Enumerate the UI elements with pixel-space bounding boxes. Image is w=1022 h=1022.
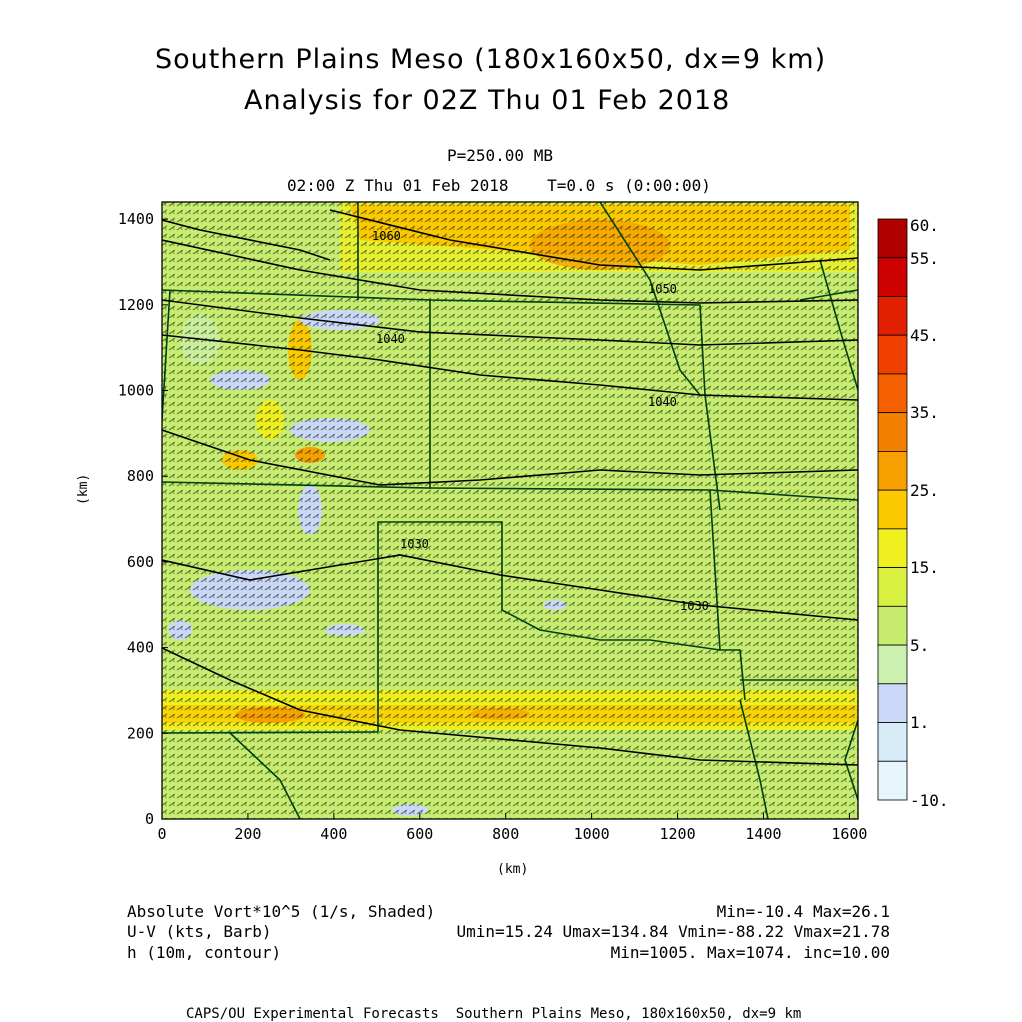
vorticity-shading — [162, 202, 858, 819]
colorbar-swatch — [877, 334, 908, 375]
height-contours — [162, 209, 858, 766]
legend-barbs-range: Umin=15.24 Umax=134.84 Vmin=-88.22 Vmax=… — [456, 922, 890, 941]
y-tick-label: 1200 — [118, 296, 154, 314]
state-borders — [162, 202, 858, 819]
colorbar-label: 1. — [910, 713, 929, 732]
x-axis: 0 200 400 600 800 1000 1200 1400 1600 — [157, 813, 867, 843]
colorbar-label: -10. — [910, 791, 949, 810]
x-tick-label: 600 — [406, 825, 433, 843]
colorbar-swatch — [877, 489, 908, 530]
colorbar-swatch — [877, 567, 908, 607]
colorbar-swatch — [877, 605, 908, 646]
colorbar-label: 55. — [910, 249, 939, 268]
colorbar-label: 45. — [910, 326, 939, 345]
colorbar-swatch — [877, 760, 908, 801]
colorbar-label: 5. — [910, 636, 929, 655]
y-tick-label: 0 — [145, 810, 154, 828]
contour-labels: 1060 1050 1040 1040 1030 1030 — [372, 229, 709, 613]
x-tick-label: 1600 — [831, 825, 867, 843]
y-axis-label: (km) — [76, 473, 91, 505]
x-tick-label: 200 — [234, 825, 261, 843]
contour-label: 1060 — [372, 229, 401, 243]
contour-label: 1040 — [648, 395, 677, 409]
colorbar-swatch — [877, 683, 908, 723]
x-tick-label: 800 — [492, 825, 519, 843]
y-tick-label: 400 — [127, 639, 154, 657]
colorbar-labels: 60. 55. 45. 35. 25. 15. 5. 1. -10. — [910, 216, 949, 810]
x-tick-label: 1000 — [574, 825, 610, 843]
y-tick-label: 1000 — [118, 382, 154, 400]
x-tick-label: 1200 — [659, 825, 695, 843]
colorbar-swatch — [877, 722, 908, 762]
x-tick-label: 1400 — [745, 825, 781, 843]
y-tick-label: 800 — [127, 467, 154, 485]
colorbar-label: 35. — [910, 403, 939, 422]
pressure-level: P=250.00 MB — [447, 146, 553, 165]
colorbar-label: 60. — [910, 216, 939, 235]
colorbar-label: 25. — [910, 481, 939, 500]
y-axis: 0 200 400 600 800 1000 1200 1400 — [118, 210, 168, 828]
colorbar-label: 15. — [910, 558, 939, 577]
legend-contour-range: Min=1005. Max=1074. inc=10.00 — [610, 943, 890, 962]
colorbar-swatch — [877, 412, 908, 452]
time-line: 02:00 Z Thu 01 Feb 2018 T=0.0 s (0:00:00… — [287, 176, 711, 195]
colorbar-swatch — [877, 528, 908, 568]
y-tick-label: 200 — [127, 724, 154, 742]
x-tick-label: 400 — [320, 825, 347, 843]
x-tick-label: 0 — [157, 825, 166, 843]
y-tick-label: 600 — [127, 553, 154, 571]
footer-credit: CAPS/OU Experimental Forecasts Southern … — [186, 1006, 802, 1022]
colorbar-swatch — [877, 644, 908, 685]
y-tick-label: 1400 — [118, 210, 154, 228]
x-axis-label: (km) — [497, 862, 529, 877]
legend-shading-range: Min=-10.4 Max=26.1 — [716, 902, 890, 921]
title-line-1: Southern Plains Meso (180x160x50, dx=9 k… — [155, 44, 827, 75]
plot-frame — [161, 201, 859, 820]
legend-barbs: U-V (kts, Barb) — [127, 922, 272, 941]
colorbar-swatch — [877, 218, 908, 259]
legend-contour: h (10m, contour) — [127, 943, 282, 962]
colorbar-swatch — [877, 450, 908, 491]
colorbar-swatch — [877, 296, 908, 336]
contour-label: 1040 — [376, 332, 405, 346]
colorbar-swatch — [877, 373, 908, 414]
title-line-2: Analysis for 02Z Thu 01 Feb 2018 — [244, 85, 731, 116]
contour-label: 1050 — [648, 282, 677, 296]
colorbar-swatch — [877, 257, 908, 297]
colorbar — [877, 218, 908, 801]
contour-label: 1030 — [680, 599, 709, 613]
legend-shading: Absolute Vort*10^5 (1/s, Shaded) — [127, 902, 436, 921]
contour-label: 1030 — [400, 537, 429, 551]
